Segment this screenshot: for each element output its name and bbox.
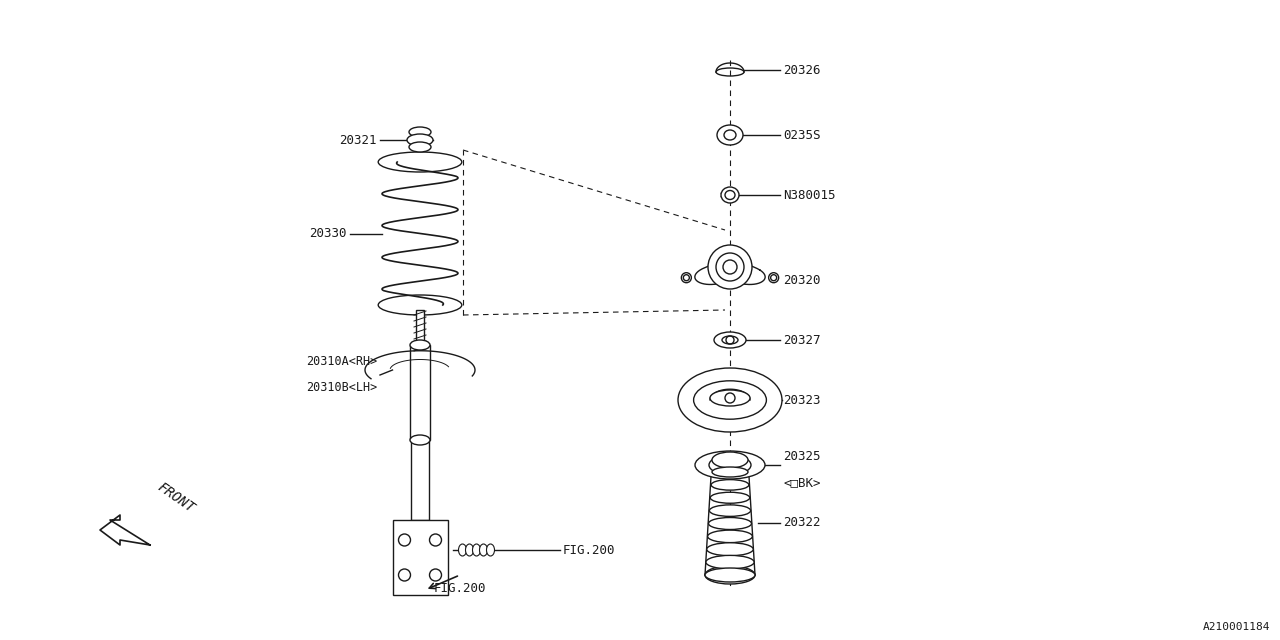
Ellipse shape bbox=[705, 566, 755, 584]
Text: FIG.200: FIG.200 bbox=[434, 582, 486, 595]
FancyBboxPatch shape bbox=[393, 520, 448, 595]
Ellipse shape bbox=[710, 390, 750, 406]
Ellipse shape bbox=[710, 492, 750, 503]
Ellipse shape bbox=[707, 543, 753, 556]
Ellipse shape bbox=[712, 467, 748, 477]
Text: 20322: 20322 bbox=[783, 516, 820, 529]
Circle shape bbox=[708, 245, 753, 289]
FancyBboxPatch shape bbox=[411, 440, 429, 520]
Circle shape bbox=[430, 569, 442, 581]
Polygon shape bbox=[695, 249, 765, 285]
Ellipse shape bbox=[410, 435, 430, 445]
Text: <□BK>: <□BK> bbox=[783, 476, 820, 489]
Ellipse shape bbox=[705, 556, 754, 569]
Text: 20321: 20321 bbox=[339, 134, 378, 147]
Ellipse shape bbox=[378, 295, 462, 315]
Ellipse shape bbox=[712, 452, 748, 468]
Ellipse shape bbox=[472, 544, 480, 556]
Text: FIG.200: FIG.200 bbox=[563, 543, 616, 557]
Ellipse shape bbox=[695, 451, 765, 479]
Ellipse shape bbox=[721, 187, 739, 203]
Text: 0235S: 0235S bbox=[783, 129, 820, 141]
Text: 20310B<LH>: 20310B<LH> bbox=[306, 381, 378, 394]
Text: A210001184: A210001184 bbox=[1202, 622, 1270, 632]
Ellipse shape bbox=[712, 479, 749, 490]
Text: 20327: 20327 bbox=[783, 333, 820, 346]
Ellipse shape bbox=[717, 125, 742, 145]
Text: N380015: N380015 bbox=[783, 189, 836, 202]
Ellipse shape bbox=[709, 518, 751, 529]
Ellipse shape bbox=[714, 332, 746, 348]
Text: 20320: 20320 bbox=[783, 273, 820, 287]
Ellipse shape bbox=[410, 340, 430, 350]
Circle shape bbox=[398, 534, 411, 546]
Circle shape bbox=[681, 273, 691, 283]
Ellipse shape bbox=[466, 544, 474, 556]
Ellipse shape bbox=[378, 152, 462, 172]
Ellipse shape bbox=[722, 336, 739, 344]
Circle shape bbox=[769, 273, 778, 283]
Ellipse shape bbox=[709, 505, 750, 516]
Ellipse shape bbox=[678, 368, 782, 432]
Text: FRONT: FRONT bbox=[155, 479, 197, 515]
Circle shape bbox=[398, 569, 411, 581]
Ellipse shape bbox=[458, 544, 466, 556]
Circle shape bbox=[430, 534, 442, 546]
Text: 20325: 20325 bbox=[783, 450, 820, 463]
Ellipse shape bbox=[410, 142, 431, 152]
Polygon shape bbox=[365, 351, 475, 379]
Ellipse shape bbox=[480, 544, 488, 556]
FancyBboxPatch shape bbox=[416, 310, 424, 345]
Text: 20330: 20330 bbox=[310, 227, 347, 240]
FancyBboxPatch shape bbox=[410, 345, 430, 440]
Ellipse shape bbox=[410, 127, 431, 137]
Text: 20323: 20323 bbox=[783, 394, 820, 406]
Text: 20326: 20326 bbox=[783, 63, 820, 77]
Ellipse shape bbox=[705, 568, 755, 582]
Ellipse shape bbox=[708, 530, 753, 543]
Ellipse shape bbox=[724, 130, 736, 140]
Text: 20310A<RH>: 20310A<RH> bbox=[306, 355, 378, 368]
Ellipse shape bbox=[407, 134, 433, 146]
Ellipse shape bbox=[486, 544, 494, 556]
